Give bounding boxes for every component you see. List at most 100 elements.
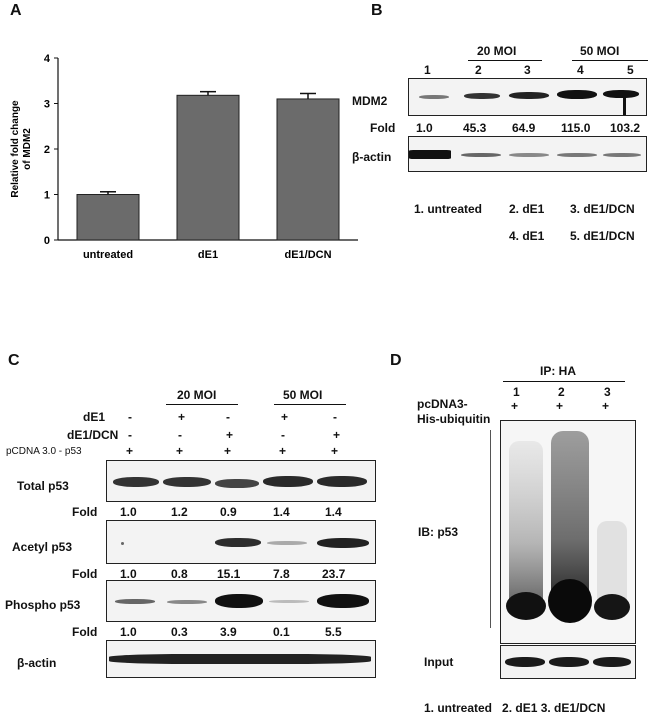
b-group-20-underline	[468, 60, 542, 61]
d-ib-blot	[500, 420, 636, 644]
panel-a-letter: A	[10, 2, 22, 19]
bar-1	[176, 94, 240, 241]
c-phospho-band-4	[269, 600, 309, 603]
b-actin-label: β-actin	[352, 150, 392, 164]
c-total-fold-3: 0.9	[220, 505, 237, 519]
d-lane-3: 3	[604, 385, 611, 399]
x-tick-label-1: dE1	[198, 249, 218, 261]
y-tick-label-1: 1	[44, 190, 50, 202]
d-ib-smears	[506, 431, 630, 623]
b-actin-band-3	[509, 153, 549, 157]
b-lane-2: 2	[475, 63, 482, 77]
b-lane-5: 5	[627, 63, 634, 77]
c-row-de1-label: dE1	[83, 410, 106, 424]
c-dcn-5: +	[333, 428, 341, 442]
b-lane-3: 3	[524, 63, 531, 77]
c-total-fold-label: Fold	[72, 505, 98, 519]
b-legend-2: 2. dE1	[509, 202, 545, 216]
c-row-dcn-label: dE1/DCN	[67, 428, 119, 442]
c-dcn-1: -	[128, 428, 132, 442]
d-lane3-band	[594, 594, 630, 620]
c-phospho-fold-3: 3.9	[220, 625, 237, 639]
c-row-p53-label: pCDNA 3.0 - p53	[6, 446, 82, 457]
c-total-fold-2: 1.2	[171, 505, 188, 519]
d-input-label: Input	[424, 655, 454, 669]
y-tick-label-2: 2	[44, 144, 50, 156]
bar-2	[276, 98, 340, 241]
c-actin-band	[109, 654, 371, 664]
y-tick-label-4: 4	[44, 53, 51, 65]
c-phospho-band-3	[215, 594, 263, 608]
b-fold-3: 64.9	[512, 121, 536, 135]
b-legend-4: 4. dE1	[509, 229, 545, 243]
c-acetyl-fold-1: 1.0	[120, 567, 137, 581]
b-group-50-moi: 50 MOI	[580, 44, 620, 58]
b-legend-1: 1. untreated	[414, 202, 483, 216]
d-plus-2: +	[556, 399, 564, 413]
c-phospho-band-2	[167, 600, 207, 604]
c-total-band-1	[113, 477, 159, 487]
mdm2-bar-chart: 0 1 2 3 4 Relative fold change of MDM2 untreate…	[10, 53, 358, 261]
d-lane-2: 2	[558, 385, 565, 399]
d-lane2-band	[548, 579, 592, 623]
b-mdm2-label: MDM2	[352, 94, 388, 108]
c-total-fold-1: 1.0	[120, 505, 137, 519]
c-phospho-blot	[106, 580, 376, 622]
b-mdm2-band-2	[464, 93, 500, 99]
c-total-fold-4: 1.4	[273, 505, 290, 519]
c-phospho-fold-2: 0.3	[171, 625, 188, 639]
d-lane2-smear	[551, 431, 589, 611]
x-tick-label-0: untreated	[83, 249, 133, 261]
d-lane1-smear	[509, 441, 543, 611]
b-fold-5: 103.2	[610, 121, 641, 135]
c-acetyl-band-5	[317, 538, 369, 548]
c-acetyl-fold-5: 23.7	[322, 567, 346, 581]
b-mdm2-band-4	[557, 90, 597, 99]
b-mdm2-band-5	[603, 90, 639, 98]
d-lane-1: 1	[513, 385, 520, 399]
y-axis-label-line1: Relative fold change	[10, 100, 21, 198]
panel-a-chart: 0 1 2 3 4 Relative fold change of MDM2 untreate…	[0, 20, 360, 265]
y-axis-label-line2: of MDM2	[22, 128, 33, 170]
c-phospho-fold-1: 1.0	[120, 625, 137, 639]
d-plus-3: +	[602, 399, 610, 413]
c-total-fold-5: 1.4	[325, 505, 342, 519]
d-ip-underline	[503, 381, 625, 382]
c-dcn-2: -	[178, 428, 182, 442]
panel-c-letter: C	[8, 352, 20, 369]
d-input-band-3	[593, 657, 631, 667]
b-fold-1: 1.0	[416, 121, 433, 135]
y-tick-label-0: 0	[44, 235, 50, 247]
d-ib-label: IB: p53	[418, 525, 459, 539]
c-p53-5: +	[331, 444, 339, 458]
c-acetyl-fold-label: Fold	[72, 567, 98, 581]
b-fold-4: 115.0	[561, 121, 591, 135]
b-legend-3: 3. dE1/DCN	[570, 202, 635, 216]
c-acetyl-band-4	[267, 541, 307, 545]
c-de1-1: -	[128, 410, 132, 424]
c-dcn-4: -	[281, 428, 285, 442]
b-mdm2-blot	[408, 78, 647, 116]
c-acetyl-blot	[106, 520, 376, 564]
b-actin-band-1	[409, 150, 451, 159]
panel-d-letter: D	[390, 352, 402, 369]
b-fold-label: Fold	[370, 121, 396, 135]
c-group-20-underline	[166, 404, 238, 405]
c-p53-3: +	[224, 444, 232, 458]
d-input-blot	[500, 645, 636, 679]
c-acetyl-fold-4: 7.8	[273, 567, 290, 581]
d-input-band-1	[505, 657, 545, 667]
b-mdm2-artifact	[623, 97, 626, 115]
c-de1-5: -	[333, 410, 337, 424]
b-actin-blot	[408, 136, 647, 172]
x-tick-label-2: dE1/DCN	[284, 249, 331, 261]
d-input-band-2	[549, 657, 589, 667]
c-actin-blot	[106, 640, 376, 678]
b-mdm2-band-3	[509, 92, 549, 99]
b-mdm2-band-1	[419, 95, 449, 99]
b-actin-band-5	[603, 153, 641, 157]
bar-0	[76, 194, 140, 241]
c-phospho-label: Phospho p53	[5, 598, 81, 612]
c-acetyl-fold-2: 0.8	[171, 567, 188, 581]
c-total-band-2	[163, 477, 211, 487]
